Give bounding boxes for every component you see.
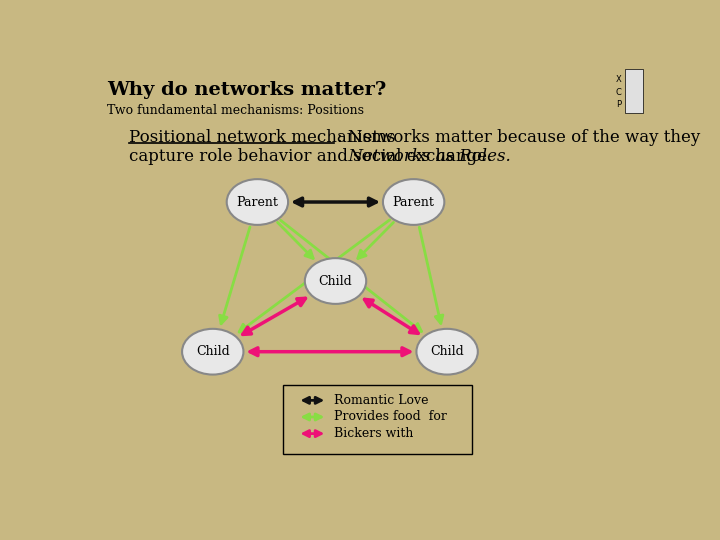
Circle shape (416, 329, 478, 375)
FancyArrowPatch shape (239, 220, 390, 332)
Circle shape (383, 179, 444, 225)
FancyBboxPatch shape (624, 69, 643, 113)
Text: Child: Child (319, 274, 352, 287)
Text: Why do networks matter?: Why do networks matter? (107, 82, 386, 99)
Text: X  Y: X Y (616, 75, 631, 84)
Circle shape (182, 329, 243, 375)
Text: Parent: Parent (392, 195, 435, 208)
FancyArrowPatch shape (303, 430, 321, 437)
FancyArrowPatch shape (243, 298, 305, 334)
Text: Romantic Love: Romantic Love (334, 394, 429, 407)
Text: : Networks matter because of the way they: : Networks matter because of the way the… (337, 129, 700, 146)
Text: Parent: Parent (236, 195, 279, 208)
FancyBboxPatch shape (282, 385, 472, 454)
FancyArrowPatch shape (358, 222, 394, 259)
Text: P: P (616, 100, 621, 109)
FancyArrowPatch shape (277, 222, 313, 259)
Text: Bickers with: Bickers with (334, 427, 414, 440)
FancyArrowPatch shape (303, 414, 321, 420)
FancyArrowPatch shape (419, 227, 443, 323)
Text: Networks as Roles.: Networks as Roles. (338, 148, 511, 165)
Circle shape (227, 179, 288, 225)
Text: Provides food  for: Provides food for (334, 410, 447, 423)
Circle shape (305, 258, 366, 304)
Text: C: C (616, 87, 621, 97)
Text: Positional network mechanisms: Positional network mechanisms (129, 129, 401, 146)
FancyArrowPatch shape (303, 397, 321, 403)
Text: Two fundamental mechanisms: Positions: Two fundamental mechanisms: Positions (107, 104, 364, 117)
FancyArrowPatch shape (250, 348, 410, 356)
Text: Child: Child (196, 345, 230, 358)
FancyArrowPatch shape (220, 227, 250, 324)
FancyArrowPatch shape (294, 198, 377, 206)
FancyArrowPatch shape (364, 299, 418, 333)
Text: Child: Child (431, 345, 464, 358)
FancyArrowPatch shape (281, 220, 421, 332)
Text: capture role behavior and social exchange.: capture role behavior and social exchang… (129, 148, 492, 165)
